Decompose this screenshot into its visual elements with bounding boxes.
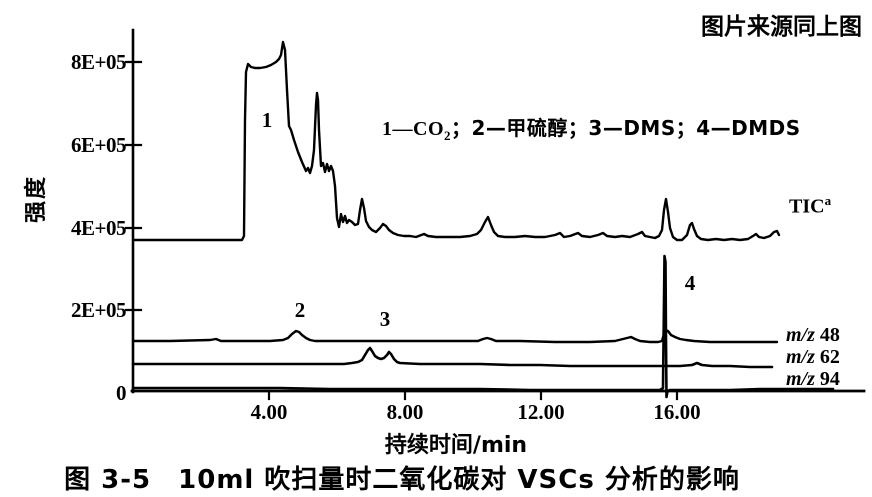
- figure-caption: 图 3-5 10ml 吹扫量时二氧化碳对 VSCs 分析的影响: [64, 465, 740, 495]
- legend-co2-subscript: 2: [444, 128, 451, 143]
- trace-label-tic: TICa: [789, 193, 831, 219]
- trace-label-mz48: m/z 48: [786, 324, 840, 347]
- mz-italic: m/z: [786, 346, 815, 368]
- mz48-number: 48: [819, 324, 840, 346]
- y-tick-label: 4E+05: [71, 216, 126, 240]
- peak-label-1: 1: [261, 108, 273, 132]
- trace-mz94: [131, 254, 835, 399]
- x-tick-label: 12.00: [517, 400, 565, 424]
- source-note: 图片来源同上图: [701, 14, 862, 40]
- x-tick-label: 4.00: [250, 400, 288, 424]
- x-axis-title: 持续时间/min: [384, 433, 528, 458]
- y-origin-label: 0: [116, 381, 127, 405]
- x-tick-label: 8.00: [386, 400, 424, 424]
- tic-superscript: a: [824, 193, 832, 208]
- peak-label-3: 3: [379, 307, 391, 331]
- y-tick-label: 8E+05: [71, 50, 126, 74]
- trace-label-mz94: m/z 94: [786, 368, 840, 391]
- mz94-number: 94: [819, 368, 840, 390]
- peak-legend: 1—CO2；2—甲硫醇；3—DMS；4—DMDS: [382, 112, 801, 144]
- trace-label-mz62: m/z 62: [786, 346, 840, 369]
- y-tick-label: 6E+05: [71, 133, 126, 157]
- mz-italic: m/z: [786, 368, 815, 390]
- mz62-number: 62: [819, 346, 840, 368]
- x-tick-label: 16.00: [653, 400, 701, 424]
- y-tick-label: 2E+05: [71, 298, 126, 322]
- mz-italic: m/z: [786, 324, 815, 346]
- trace-mz62: [131, 346, 774, 369]
- legend-co2-prefix: 1—CO: [382, 118, 444, 140]
- trace-tic: [131, 40, 781, 242]
- trace-mz48: [131, 328, 779, 344]
- legend-rest: ；2—甲硫醇；3—DMS；4—DMDS: [451, 116, 801, 140]
- peak-label-2: 2: [294, 298, 306, 322]
- y-axis-title: 强度: [24, 175, 49, 224]
- tic-text: TIC: [789, 195, 825, 218]
- peak-label-4: 4: [684, 271, 696, 295]
